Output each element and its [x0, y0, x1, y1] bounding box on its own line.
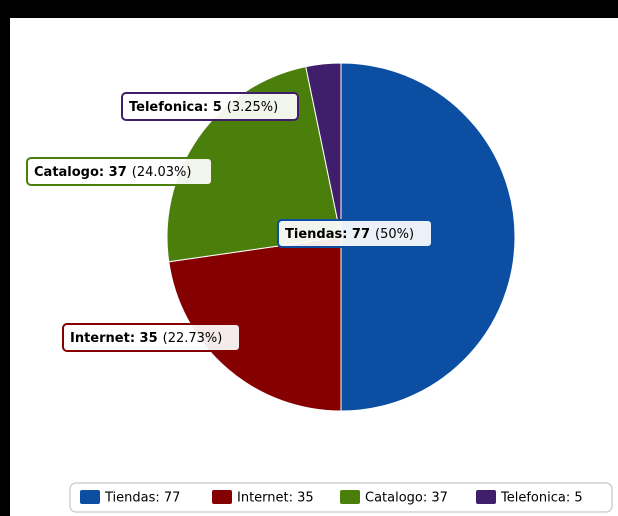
- label-box: [26, 157, 213, 186]
- data-label: Catalogo: 37 (24.03%): [34, 165, 191, 180]
- data-label: Telefonica: 5 (3.25%): [129, 100, 278, 115]
- legend-label: Internet: 35: [237, 491, 314, 506]
- legend-label: Catalogo: 37: [365, 491, 448, 506]
- value-label: Catalogo: 37: [34, 165, 127, 180]
- legend-items: Tiendas: 77 Internet: 35 Catalogo: 37 Telef…: [80, 490, 583, 506]
- legend-swatch: [340, 490, 360, 504]
- pie-slice: [305, 62, 342, 238]
- legend-swatch: [476, 490, 496, 504]
- percent-label: (22.73%): [163, 331, 223, 346]
- label-box: [277, 219, 433, 248]
- percent-label: (3.25%): [227, 100, 278, 115]
- data-label: Tiendas: 77 (50%): [285, 227, 414, 242]
- percent-label: (24.03%): [132, 165, 192, 180]
- legend-label: Tiendas: 77: [104, 491, 180, 506]
- value-label: Telefonica: 5: [129, 100, 222, 115]
- legend-swatch: [80, 490, 100, 504]
- data-label: Internet: 35 (22.73%): [70, 331, 222, 346]
- label-box: [121, 92, 299, 121]
- percent-label: (50%): [375, 227, 414, 242]
- pie-slice: [168, 236, 342, 412]
- label-box: [62, 323, 241, 352]
- labels: Tiendas: 77 (50%) Internet: 35 (22.73%) Cata…: [26, 92, 433, 352]
- value-label: Tiendas: 77: [285, 227, 370, 242]
- legend-swatch: [212, 490, 232, 504]
- legend-label: Telefonica: 5: [500, 491, 583, 506]
- value-label: Internet: 35: [70, 331, 158, 346]
